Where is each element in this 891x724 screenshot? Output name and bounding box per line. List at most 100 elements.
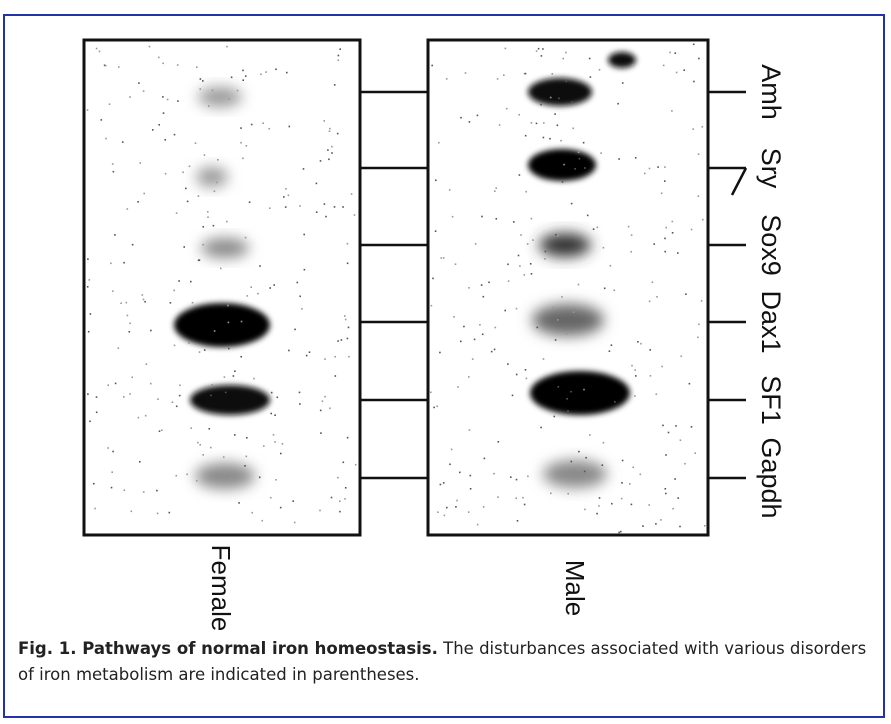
speckle-dot [156,512,159,515]
speckle-dot [95,411,98,414]
speckle-dot [648,504,650,506]
speckle-dot [493,348,496,351]
speckle-dot [259,265,261,267]
speckle-dot [257,292,259,295]
speckle-dot [162,112,165,114]
speckle-dot [460,340,462,343]
speckle-dot [194,142,197,144]
speckle-dot [473,338,476,341]
speckle-dot [665,454,667,456]
speckle-dot [526,243,529,245]
speckle-dot [203,349,206,351]
speckle-dot [570,460,573,463]
speckle-dot [542,358,545,360]
speckle-dot [321,400,324,402]
speckle-dot [299,205,301,207]
speckle-dot [308,351,311,353]
speckle-dot [199,78,202,80]
gene-label: Amh [756,64,786,120]
speckle-dot [463,325,465,328]
speckle-dot [662,64,665,67]
speckle-dot [178,280,180,282]
speckle-dot [350,193,353,195]
speckle-dot [618,158,620,160]
speckle-dot [258,476,261,479]
speckle-dot [677,252,679,254]
speckle-dot [234,434,236,436]
speckle-dot [148,45,151,48]
speckle-dot [520,234,522,236]
speckle-dot [439,483,442,486]
speckle-dot [199,444,201,446]
speckle-dot [610,344,613,346]
speckle-dot [697,153,700,155]
speckle-dot [287,194,290,197]
speckle-dot [468,287,470,289]
speckle-dot [250,123,253,126]
speckle-dot [236,89,239,92]
speckle-dot [139,162,142,164]
speckle-dot [331,152,333,154]
speckle-dot [634,157,637,159]
speckle-dot [630,503,633,506]
speckle-dot [207,216,209,218]
speckle-dot [112,170,115,173]
speckle-dot [296,281,299,284]
speckle-dot [250,286,252,288]
speckle-dot [285,188,287,190]
speckle-dot [430,304,433,307]
speckle-dot [158,430,161,432]
speckle-dot [602,246,605,249]
speckle-dot [145,363,148,365]
speckle-dot [158,56,160,59]
speckle-dot [648,167,651,170]
speckle-dot [621,82,624,84]
speckle-dot [664,180,666,182]
speckle-dot [176,64,179,66]
speckle-dot [634,395,636,397]
speckle-dot [339,48,341,50]
speckle-dot [152,129,154,131]
speckle-dot [440,257,443,259]
speckle-dot [228,98,230,100]
speckle-dot [530,217,533,220]
speckle-dot [627,225,630,228]
speckle-dot [269,287,271,289]
speckle-dot [572,311,575,313]
gene-label: Dax1 [756,290,786,353]
speckle-dot [210,394,212,397]
speckle-dot [185,187,187,190]
speckle-dot [469,488,472,490]
speckle-dot [516,520,519,522]
speckle-dot [664,166,666,168]
speckle-dot [503,74,505,76]
speckle-dot [240,355,242,358]
lane-label: Female [206,545,236,630]
speckle-dot [524,369,527,371]
speckle-dot [156,489,158,492]
speckle-dot [246,437,248,439]
speckle-dot [468,376,470,378]
speckle-dot [270,412,272,415]
speckle-dot [572,127,574,130]
speckle-dot [299,295,301,298]
speckle-dot [158,124,160,126]
speckle-dot [553,415,556,418]
speckle-dot [577,468,579,471]
speckle-dot [95,47,98,50]
speckle-dot [150,329,152,332]
speckle-dot [674,478,676,480]
speckle-dot [251,511,253,514]
speckle-dot [657,166,659,168]
speckle-dot [442,482,445,484]
speckle-dot [242,69,244,72]
speckle-dot [443,514,446,517]
speckle-dot [208,105,210,107]
speckle-dot [173,133,176,136]
speckle-dot [598,505,600,507]
speckle-dot [589,434,591,436]
speckle-dot [168,511,171,514]
speckle-dot [329,127,331,130]
speckle-dot [679,439,682,441]
speckle-dot [577,283,580,286]
